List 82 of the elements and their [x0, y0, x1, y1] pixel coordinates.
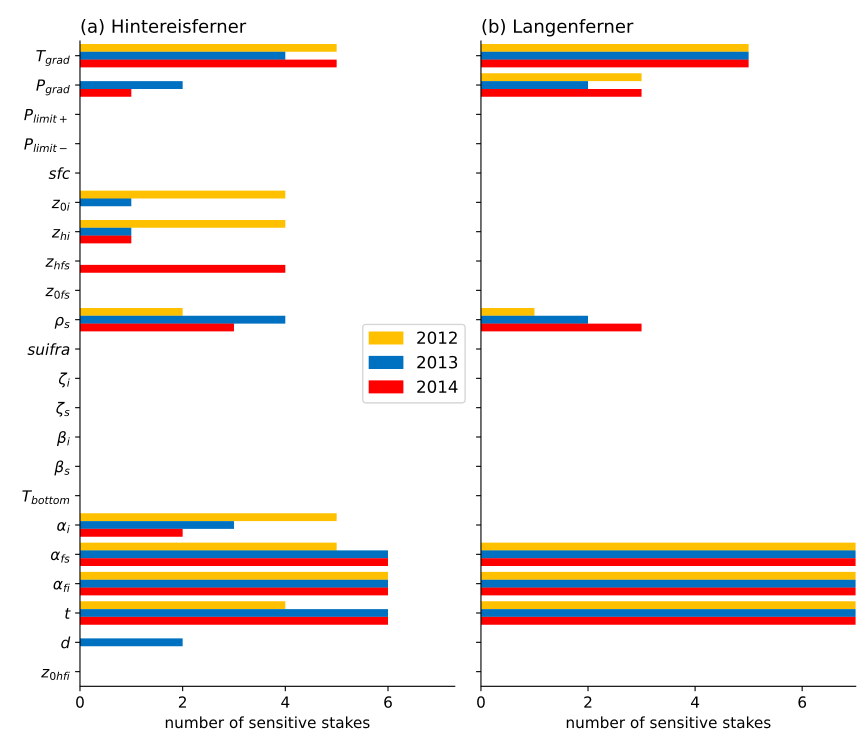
bar	[480, 324, 642, 332]
y-tick-label: z$_{hi}$	[52, 229, 70, 240]
bar	[480, 316, 588, 324]
y-tick-label: d	[61, 636, 70, 648]
bar	[80, 220, 286, 228]
bar	[80, 580, 388, 588]
y-tick-label: ζ$_{i}$	[58, 372, 70, 388]
bar	[80, 44, 337, 52]
bar	[80, 236, 132, 244]
bar	[80, 60, 337, 68]
bar	[80, 609, 388, 617]
y-tick-label: β$_{s}$	[54, 460, 70, 476]
x-tick-label: 0	[76, 696, 84, 708]
y-tick-label: T$_{bottom}$	[22, 490, 70, 504]
bar	[480, 308, 534, 316]
bar	[480, 558, 856, 566]
bar	[80, 558, 388, 566]
x-tick-label: 0	[477, 696, 485, 708]
y-tick-label: z$_{0i}$	[52, 200, 70, 211]
bar	[480, 52, 749, 60]
legend-label: 2012	[417, 331, 457, 344]
legend-label: 2014	[417, 380, 458, 393]
bar	[480, 73, 642, 82]
bar	[80, 88, 132, 97]
bar	[80, 542, 337, 550]
x-tick-label: 4	[690, 696, 700, 708]
y-tick-label: ρ$_{s}$	[54, 316, 70, 329]
y-tick-label: α$_{i}$	[57, 522, 70, 534]
bar	[80, 513, 337, 522]
y-tick-label: ζ$_{s}$	[56, 402, 70, 417]
y-tick-label: P$_{limit−}$	[24, 138, 67, 152]
x-tick-label: 2	[178, 696, 186, 708]
bar	[80, 52, 286, 60]
bar	[80, 228, 132, 236]
y-tick-label: suifra	[28, 343, 70, 356]
bar	[480, 550, 856, 558]
y-tick-label: t	[65, 608, 71, 619]
bar	[80, 308, 183, 316]
bar	[80, 264, 286, 273]
y-tick-label: T$_{grad}$	[36, 50, 70, 66]
bar	[80, 572, 388, 580]
bar	[80, 616, 388, 625]
bar	[480, 616, 856, 625]
bar	[480, 609, 856, 617]
y-tick-label: P$_{grad}$	[36, 79, 70, 96]
x-tick-label: 6	[384, 696, 392, 708]
bar	[80, 198, 132, 206]
bar	[80, 528, 183, 537]
x-tick-label: 2	[584, 696, 592, 708]
bar	[80, 521, 234, 529]
y-tick-label: α$_{fs}$	[50, 551, 70, 563]
bar	[480, 88, 642, 97]
x-tick-label: 6	[798, 696, 806, 708]
chart-title: (a) Hintereisferner	[82, 18, 246, 36]
bar	[80, 550, 388, 558]
legend-label: 2013	[417, 356, 458, 369]
bar	[480, 542, 856, 550]
bar	[480, 580, 856, 588]
bar	[80, 588, 388, 596]
bar	[480, 588, 856, 596]
bar	[480, 601, 856, 610]
bar	[80, 638, 183, 646]
y-tick-label: β$_{i}$	[56, 431, 70, 446]
x-axis-title: number of sensitive stakes	[566, 716, 770, 728]
bar	[80, 324, 234, 332]
bar	[80, 316, 286, 324]
bar	[80, 190, 286, 198]
y-tick-label: z$_{0hfi}$	[41, 669, 70, 680]
y-tick-label: z$_{hfs}$	[45, 258, 70, 270]
x-axis-title: number of sensitive stakes	[166, 716, 370, 728]
bar	[80, 601, 286, 610]
y-tick-label: sfc	[48, 167, 70, 180]
y-tick-label: P$_{limit+}$	[24, 109, 67, 123]
y-tick-label: z$_{0fs}$	[45, 288, 70, 299]
x-tick-label: 4	[281, 696, 290, 708]
bar	[80, 81, 183, 89]
bar	[480, 81, 588, 89]
chart-title: (b) Langenferner	[482, 18, 634, 36]
bar	[480, 44, 749, 52]
bar	[480, 60, 749, 68]
y-tick-label: α$_{fi}$	[54, 580, 70, 592]
bar	[480, 572, 856, 580]
